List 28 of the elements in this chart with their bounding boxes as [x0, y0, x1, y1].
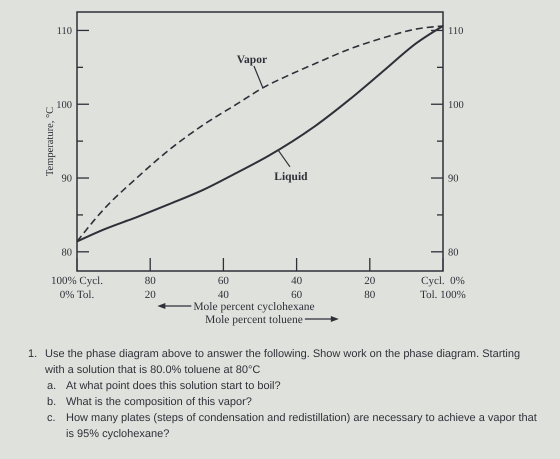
- x-tick-label: 20: [364, 275, 376, 287]
- x-tick-label: 60: [218, 275, 230, 287]
- x2-tick-label: 40: [218, 289, 230, 301]
- x2-tick-label: 80: [364, 289, 376, 301]
- y-tick-label: 110: [56, 26, 72, 38]
- x2-tick-label: Tol. 100%: [420, 289, 466, 301]
- x-tick-label: 40: [291, 275, 303, 287]
- y-tick-label: 80: [62, 247, 72, 258]
- x2-axis-title: Mole percent toluene: [205, 314, 303, 326]
- y2-tick-label: 80: [448, 247, 458, 258]
- text: c. How many plates (steps of condensation and redistillation) are necessary to achieve a vapor that is 95% cyclohexane?: [47, 412, 537, 440]
- x-tick-label: 80: [144, 275, 156, 287]
- x-tick-label: Cycl. 0%: [421, 275, 465, 287]
- y-axis-title: Temperature, °C: [45, 106, 56, 176]
- text: b. What is the composition of this vapor?: [47, 396, 252, 408]
- x2-tick-label: 20: [144, 289, 156, 301]
- legend-label: Liquid: [274, 170, 308, 183]
- y2-tick-label: 110: [448, 26, 464, 38]
- series-label: Vapor: [236, 54, 268, 66]
- x2-tick-label: 60: [291, 289, 303, 301]
- x2-tick-label: 0% Tol.: [60, 289, 94, 301]
- y2-tick-label: 90: [448, 174, 458, 185]
- y-tick-label: 90: [62, 174, 72, 185]
- x-tick-label: 100% Cycl.: [51, 275, 104, 287]
- x-axis-title: Mole percent cyclohexane: [193, 301, 315, 313]
- y-tick-label: 100: [56, 100, 72, 111]
- text: a. At what point does this solution start to boil?: [47, 380, 281, 392]
- y2-tick-label: 100: [448, 100, 464, 111]
